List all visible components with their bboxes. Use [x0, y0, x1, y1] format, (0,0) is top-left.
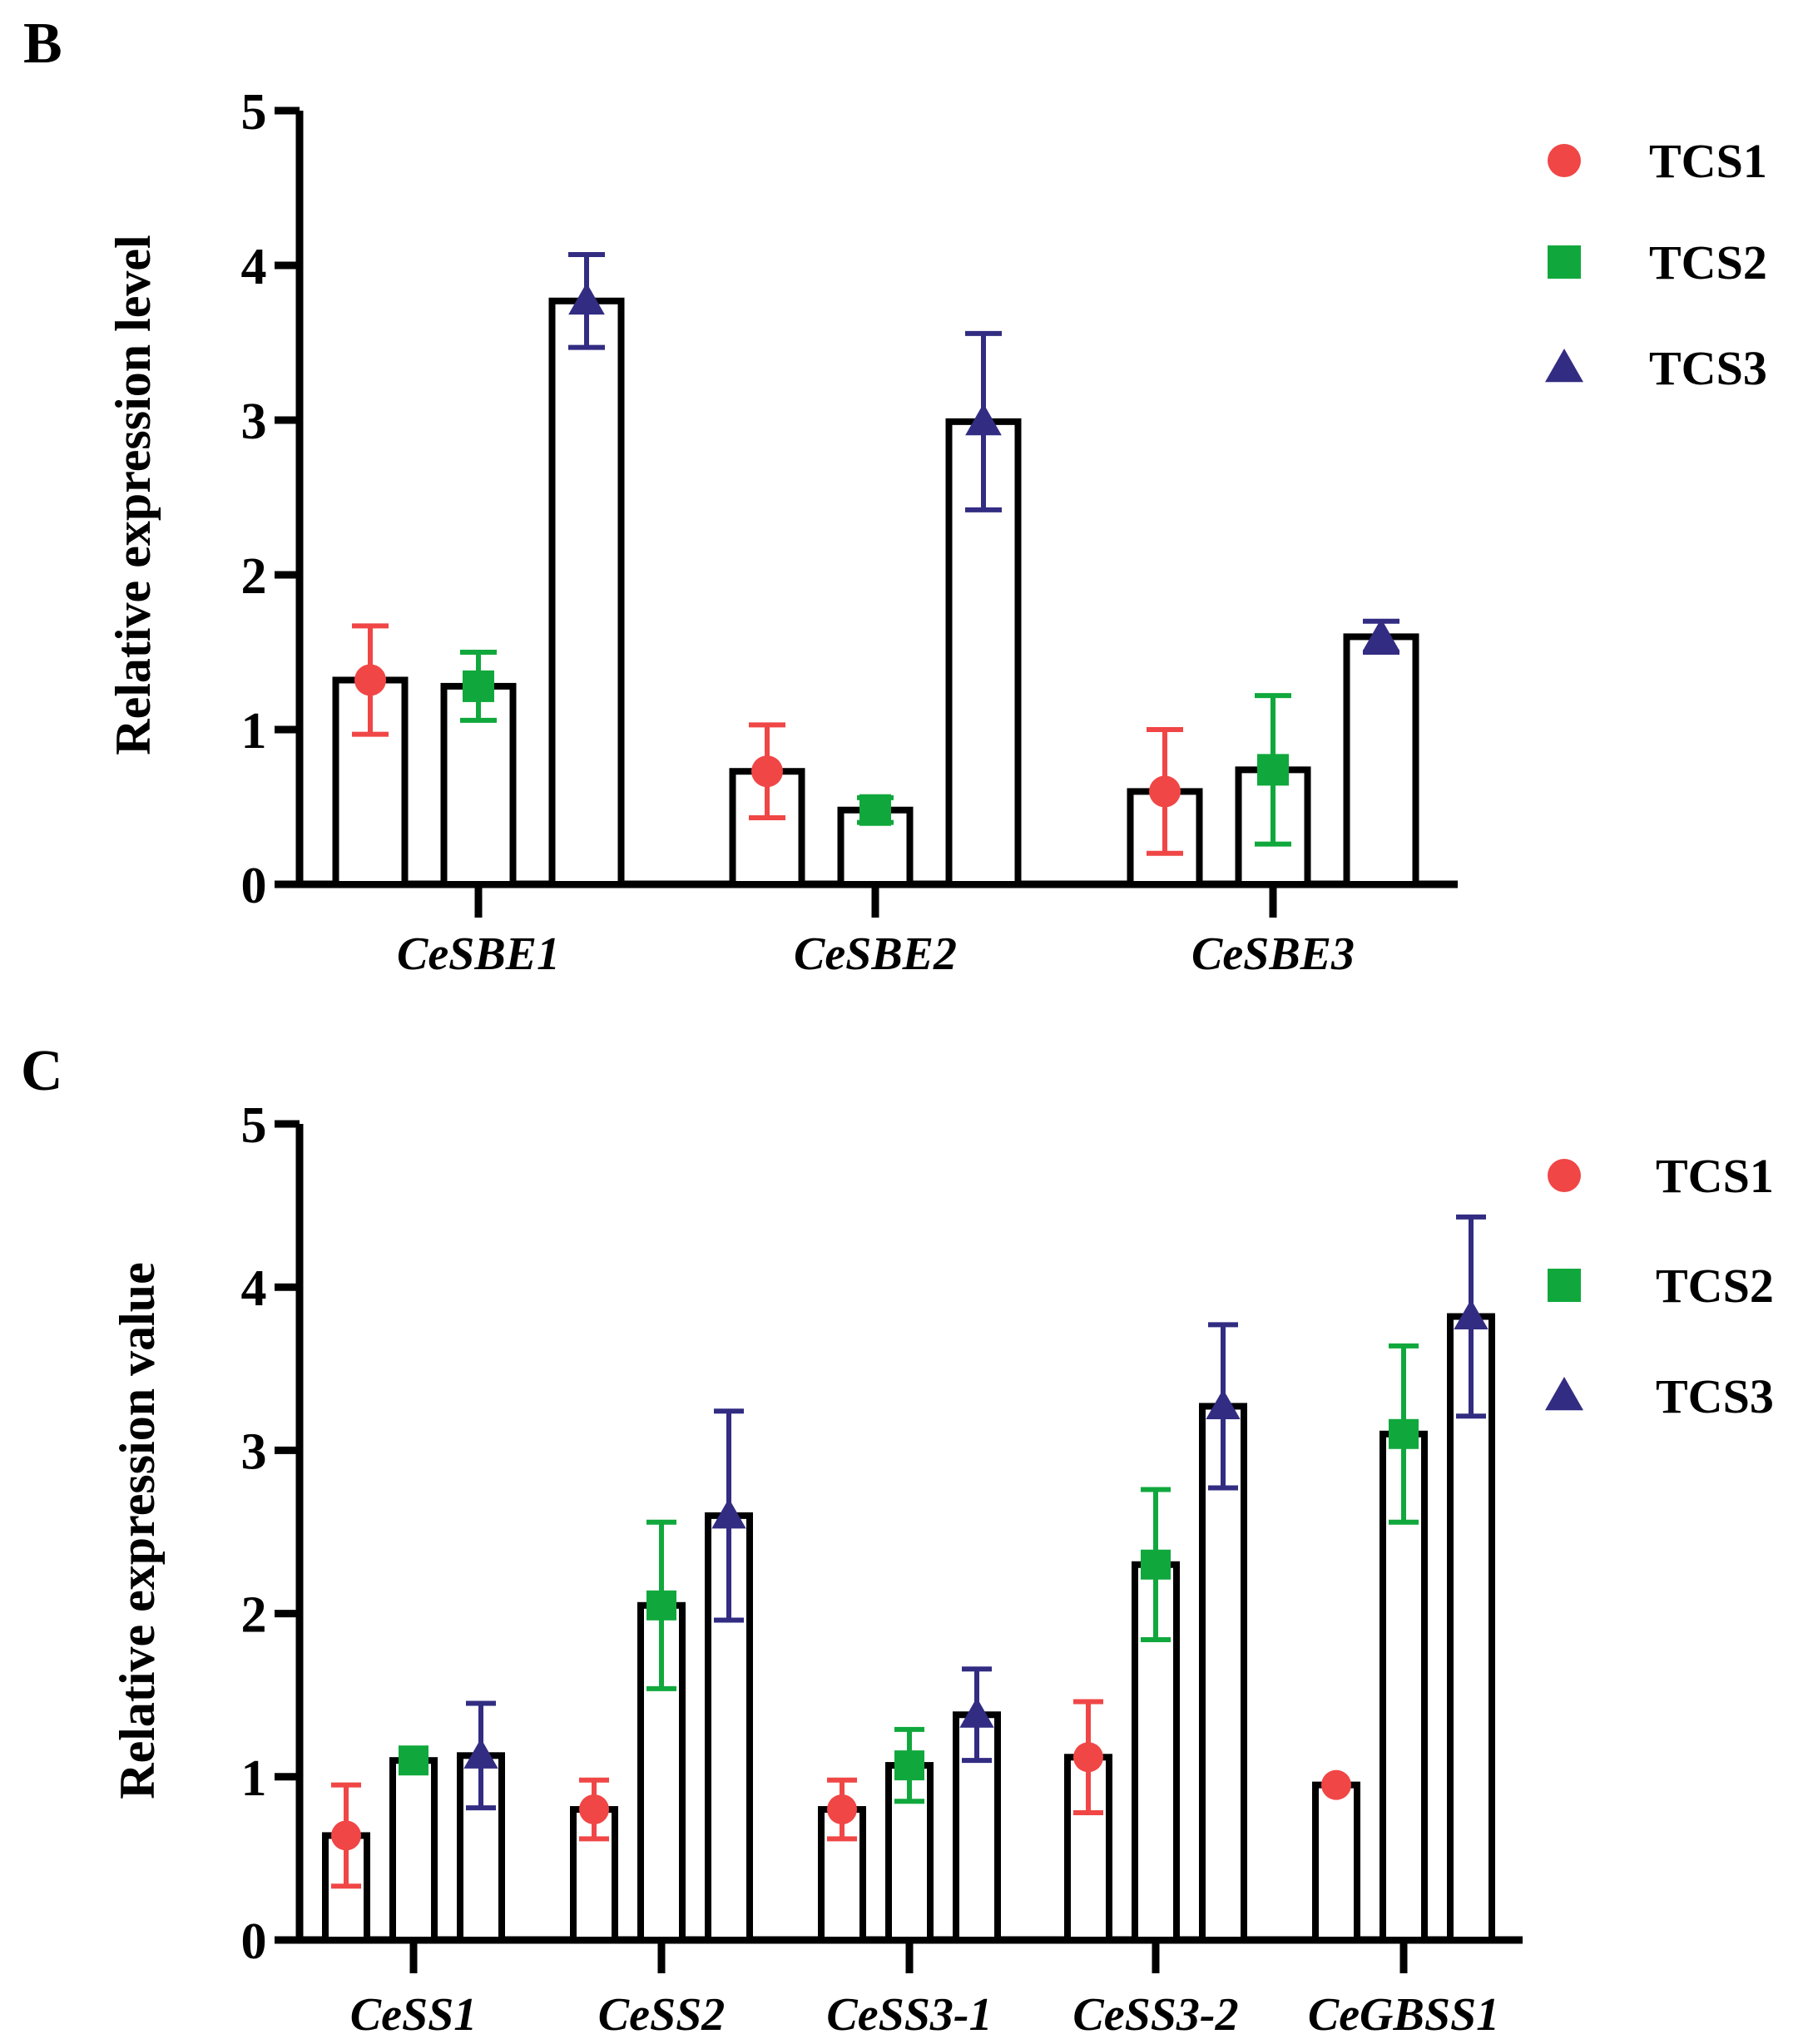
panel-b-category-label: CeSBE1: [397, 928, 560, 980]
panel-c-y-tick-label: 0: [241, 1913, 267, 1970]
panel-c-bar-tcs3: [1199, 1403, 1247, 1943]
panel-c-label: C: [21, 1039, 63, 1103]
panel-b: B Relative expression level 0 1 2 3 4 5 CeSBE1…: [23, 12, 1767, 980]
panel-c-point-tcs1: [827, 1794, 857, 1825]
panel-c-legend-label-tcs3: TCS3: [1656, 1369, 1774, 1423]
panel-b-y-axis-label: Relative expression level: [106, 235, 161, 755]
panel-b-point-tcs3: [965, 403, 1002, 436]
panel-b-legend-triangle-icon: [1545, 349, 1583, 383]
panel-b-y-tick-label: 5: [241, 84, 267, 141]
panel-c-y-axis-label: Relative expression value: [110, 1262, 165, 1799]
panel-c-point-tcs3: [463, 1738, 498, 1769]
panel-b-point-tcs2: [463, 670, 494, 702]
panel-c-legend: TCS1 TCS2 TCS3: [1545, 1149, 1774, 1423]
panel-c-point-tcs3: [1206, 1388, 1241, 1419]
panel-c-bar-tcs1: [1312, 1781, 1360, 1944]
panel-c-point-tcs3: [959, 1697, 994, 1728]
panel-b-point-tcs1: [354, 664, 386, 696]
panel-c-point-tcs3: [1454, 1299, 1489, 1330]
panel-c-legend-triangle-icon: [1545, 1377, 1583, 1411]
panel-c-point-tcs1: [331, 1820, 361, 1851]
panel-b-y-tick-label: 0: [241, 858, 267, 914]
panel-c-y-tick-label: 4: [241, 1260, 267, 1317]
panel-c-category-label: CeSS3-1: [826, 1989, 992, 2041]
panel-b-legend-circle-icon: [1548, 144, 1581, 177]
panel-b-category-label: CeSBE2: [794, 928, 957, 980]
panel-c-category-label: CeSS2: [598, 1989, 726, 2041]
panel-c-y-tick-label: 2: [241, 1587, 267, 1644]
panel-c-point-tcs1: [1321, 1769, 1351, 1800]
panel-c: C Relative expression value 0 1 2 3 4 5 CeSS1 C…: [21, 1039, 1774, 2041]
panel-c-point-tcs2: [894, 1750, 924, 1781]
panel-b-bar-tcs3: [548, 297, 625, 888]
panel-c-plot-area: 0 1 2 3 4 5 CeSS1 CeSS2 CeSS3-1 CeSS3-2 CeGBSS1: [241, 1097, 1523, 2041]
panel-b-point-tcs1: [1149, 775, 1181, 808]
panel-c-bar-tcs2: [389, 1757, 438, 1943]
panel-b-legend-label-tcs1: TCS1: [1649, 134, 1767, 188]
panel-b-point-tcs1: [751, 755, 783, 788]
panel-c-point-tcs2: [399, 1745, 428, 1776]
panel-c-point-tcs2: [1389, 1418, 1419, 1449]
panel-b-legend-label-tcs3: TCS3: [1649, 341, 1767, 395]
panel-b-y-tick-label: 4: [241, 239, 267, 295]
panel-b-legend-label-tcs2: TCS2: [1649, 235, 1767, 290]
panel-c-y-tick-label: 3: [241, 1423, 267, 1480]
panel-c-category-label: CeSS1: [350, 1989, 478, 2041]
panel-b-point-tcs3: [568, 282, 605, 315]
panel-c-point-tcs2: [646, 1590, 676, 1621]
panel-c-y-tick-label: 1: [241, 1750, 267, 1807]
panel-b-bar-tcs3: [1343, 633, 1419, 888]
panel-b-point-tcs2: [1257, 754, 1289, 786]
panel-b-y-tick-label: 3: [241, 393, 267, 450]
panel-c-category-label: CeSS3-2: [1072, 1989, 1238, 2041]
panel-b-category-label: CeSBE3: [1191, 928, 1355, 980]
panel-b-legend-square-icon: [1548, 245, 1581, 279]
panel-b-point-tcs3: [1363, 618, 1399, 651]
panel-b-plot-area: 0 1 2 3 4 5 CeSBE1 CeSBE2 CeSBE3: [241, 84, 1458, 980]
panel-c-y-tick-label: 5: [241, 1097, 267, 1154]
panel-b-point-tcs2: [859, 794, 891, 826]
panel-c-point-tcs2: [1141, 1549, 1171, 1580]
panel-c-point-tcs1: [1073, 1742, 1103, 1773]
panel-b-y-tick-label: 2: [241, 548, 267, 605]
panel-c-point-tcs3: [711, 1498, 746, 1529]
panel-c-point-tcs1: [579, 1794, 609, 1825]
panel-c-legend-label-tcs2: TCS2: [1656, 1259, 1774, 1313]
panel-b-y-tick-label: 1: [241, 703, 267, 760]
panel-b-legend: TCS1 TCS2 TCS3: [1545, 134, 1767, 395]
panel-c-legend-label-tcs1: TCS1: [1656, 1149, 1774, 1203]
panel-c-legend-square-icon: [1548, 1269, 1581, 1302]
panel-b-label: B: [23, 12, 62, 76]
panel-c-legend-circle-icon: [1548, 1159, 1581, 1192]
panel-c-category-label: CeGBSS1: [1308, 1989, 1499, 2041]
